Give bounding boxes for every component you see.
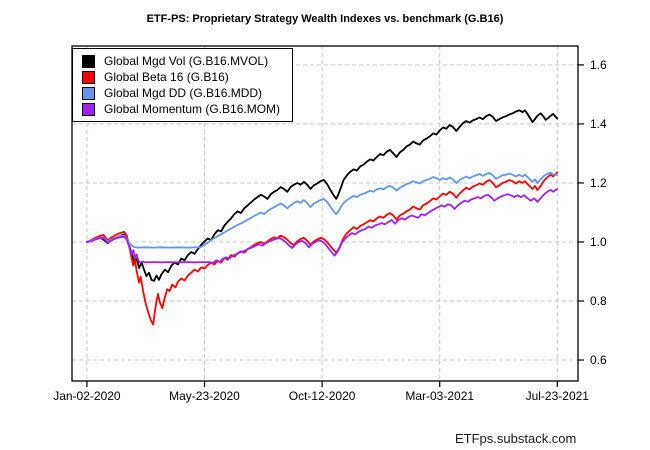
x-tick-label: Jul-23-2021 [526, 389, 590, 403]
legend-label: Global Mgd Vol (G.B16.MVOL) [104, 54, 269, 68]
x-tick-label: Oct-12-2020 [289, 389, 356, 403]
footer-link: ETFps.substack.com [455, 431, 577, 446]
legend-swatch-icon [82, 102, 95, 116]
series-line-1 [86, 109, 559, 282]
legend-swatch-icon [82, 70, 95, 84]
y-tick-label: 1.2 [590, 176, 607, 190]
y-tick-label: 1.4 [590, 117, 607, 131]
legend-label: Global Momentum (G.B16.MOM) [104, 102, 281, 116]
plot-box [71, 45, 579, 382]
x-tick-label: May-23-2020 [169, 389, 240, 403]
legend-item: Global Mgd DD (G.B16.MDD) [82, 85, 280, 101]
series-line-2 [86, 171, 559, 326]
legend-item: Global Mgd Vol (G.B16.MVOL) [82, 53, 280, 69]
legend-swatch-icon [82, 86, 95, 100]
x-tick-label: Mar-03-2021 [405, 389, 474, 403]
y-tick-label: 0.6 [590, 353, 607, 367]
legend: Global Mgd Vol (G.B16.MVOL) Global Beta 1… [72, 48, 294, 122]
chart-title: ETF-PS: Proprietary Strategy Wealth Inde… [146, 13, 504, 25]
y-tick-label: 1.0 [590, 235, 607, 249]
legend-swatch-icon [82, 54, 95, 68]
legend-item: Global Momentum (G.B16.MOM) [82, 101, 280, 117]
legend-label: Global Beta 16 (G.B16) [104, 70, 229, 84]
y-tick-label: 0.8 [590, 294, 607, 308]
series-line-3 [86, 171, 559, 249]
series-line-4 [86, 188, 559, 265]
legend-label: Global Mgd DD (G.B16.MDD) [104, 86, 263, 100]
y-tick-label: 1.6 [590, 58, 607, 72]
x-tick-label: Jan-02-2020 [53, 389, 121, 403]
legend-item: Global Beta 16 (G.B16) [82, 69, 280, 85]
